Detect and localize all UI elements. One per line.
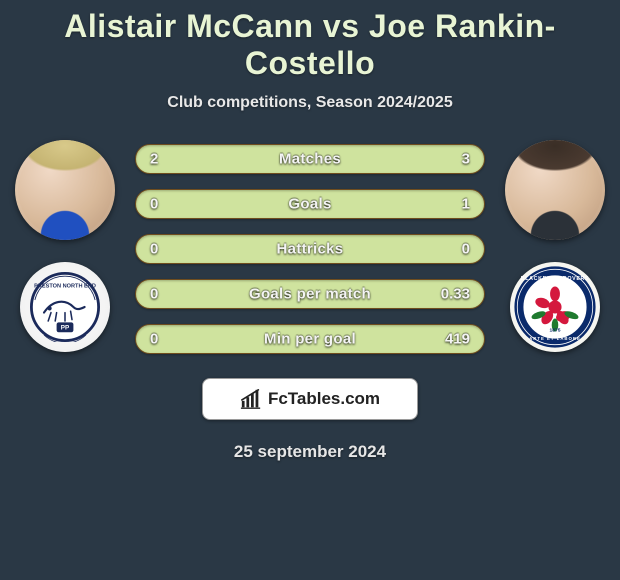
stat-row: 0 Hattricks 0 <box>135 234 485 264</box>
stat-row: 2 Matches 3 <box>135 144 485 174</box>
stat-left-value: 2 <box>150 151 158 168</box>
stat-right-value: 0.33 <box>441 286 470 303</box>
stat-left-value: 0 <box>150 196 158 213</box>
stat-right-value: 3 <box>462 151 470 168</box>
stat-row: 0 Goals per match 0.33 <box>135 279 485 309</box>
stat-right-value: 1 <box>462 196 470 213</box>
right-player-avatar <box>505 140 605 240</box>
svg-text:ARTE ET LABORE: ARTE ET LABORE <box>529 336 581 341</box>
comparison-card: Alistair McCann vs Joe Rankin-Costello C… <box>0 0 620 462</box>
stat-left-value: 0 <box>150 241 158 258</box>
page-title: Alistair McCann vs Joe Rankin-Costello <box>0 8 620 82</box>
stats-bars: 2 Matches 3 0 Goals 1 0 Hattricks 0 0 Go… <box>135 140 485 354</box>
preston-crest-icon: PRESTON NORTH END PP <box>30 272 100 342</box>
right-club-crest: BLACKBURN ROVERS ARTE ET LABORE <box>510 262 600 352</box>
right-player-col: BLACKBURN ROVERS ARTE ET LABORE <box>503 140 607 352</box>
stat-right-value: 0 <box>462 241 470 258</box>
stat-row: 0 Goals 1 <box>135 189 485 219</box>
stat-right-value: 419 <box>445 331 470 348</box>
bar-chart-icon <box>240 388 262 410</box>
svg-text:1875: 1875 <box>550 328 561 334</box>
watermark: FcTables.com <box>202 378 418 420</box>
stat-left-value: 0 <box>150 286 158 303</box>
stat-row: 0 Min per goal 419 <box>135 324 485 354</box>
stat-label: Min per goal <box>264 331 356 348</box>
blackburn-crest-icon: BLACKBURN ROVERS ARTE ET LABORE <box>514 266 596 348</box>
main-row: PRESTON NORTH END PP 2 Matches 3 0 Goals <box>0 140 620 354</box>
stat-label: Goals <box>288 196 331 213</box>
stat-label: Matches <box>279 151 341 168</box>
svg-text:PP: PP <box>61 324 69 331</box>
subtitle: Club competitions, Season 2024/2025 <box>0 94 620 112</box>
stat-label: Hattricks <box>277 241 344 258</box>
watermark-text: FcTables.com <box>268 389 380 409</box>
date: 25 september 2024 <box>0 442 620 462</box>
svg-text:PRESTON NORTH END: PRESTON NORTH END <box>34 283 96 289</box>
stat-left-value: 0 <box>150 331 158 348</box>
left-club-crest: PRESTON NORTH END PP <box>20 262 110 352</box>
left-player-col: PRESTON NORTH END PP <box>13 140 117 352</box>
stat-label: Goals per match <box>249 286 371 303</box>
left-player-avatar <box>15 140 115 240</box>
